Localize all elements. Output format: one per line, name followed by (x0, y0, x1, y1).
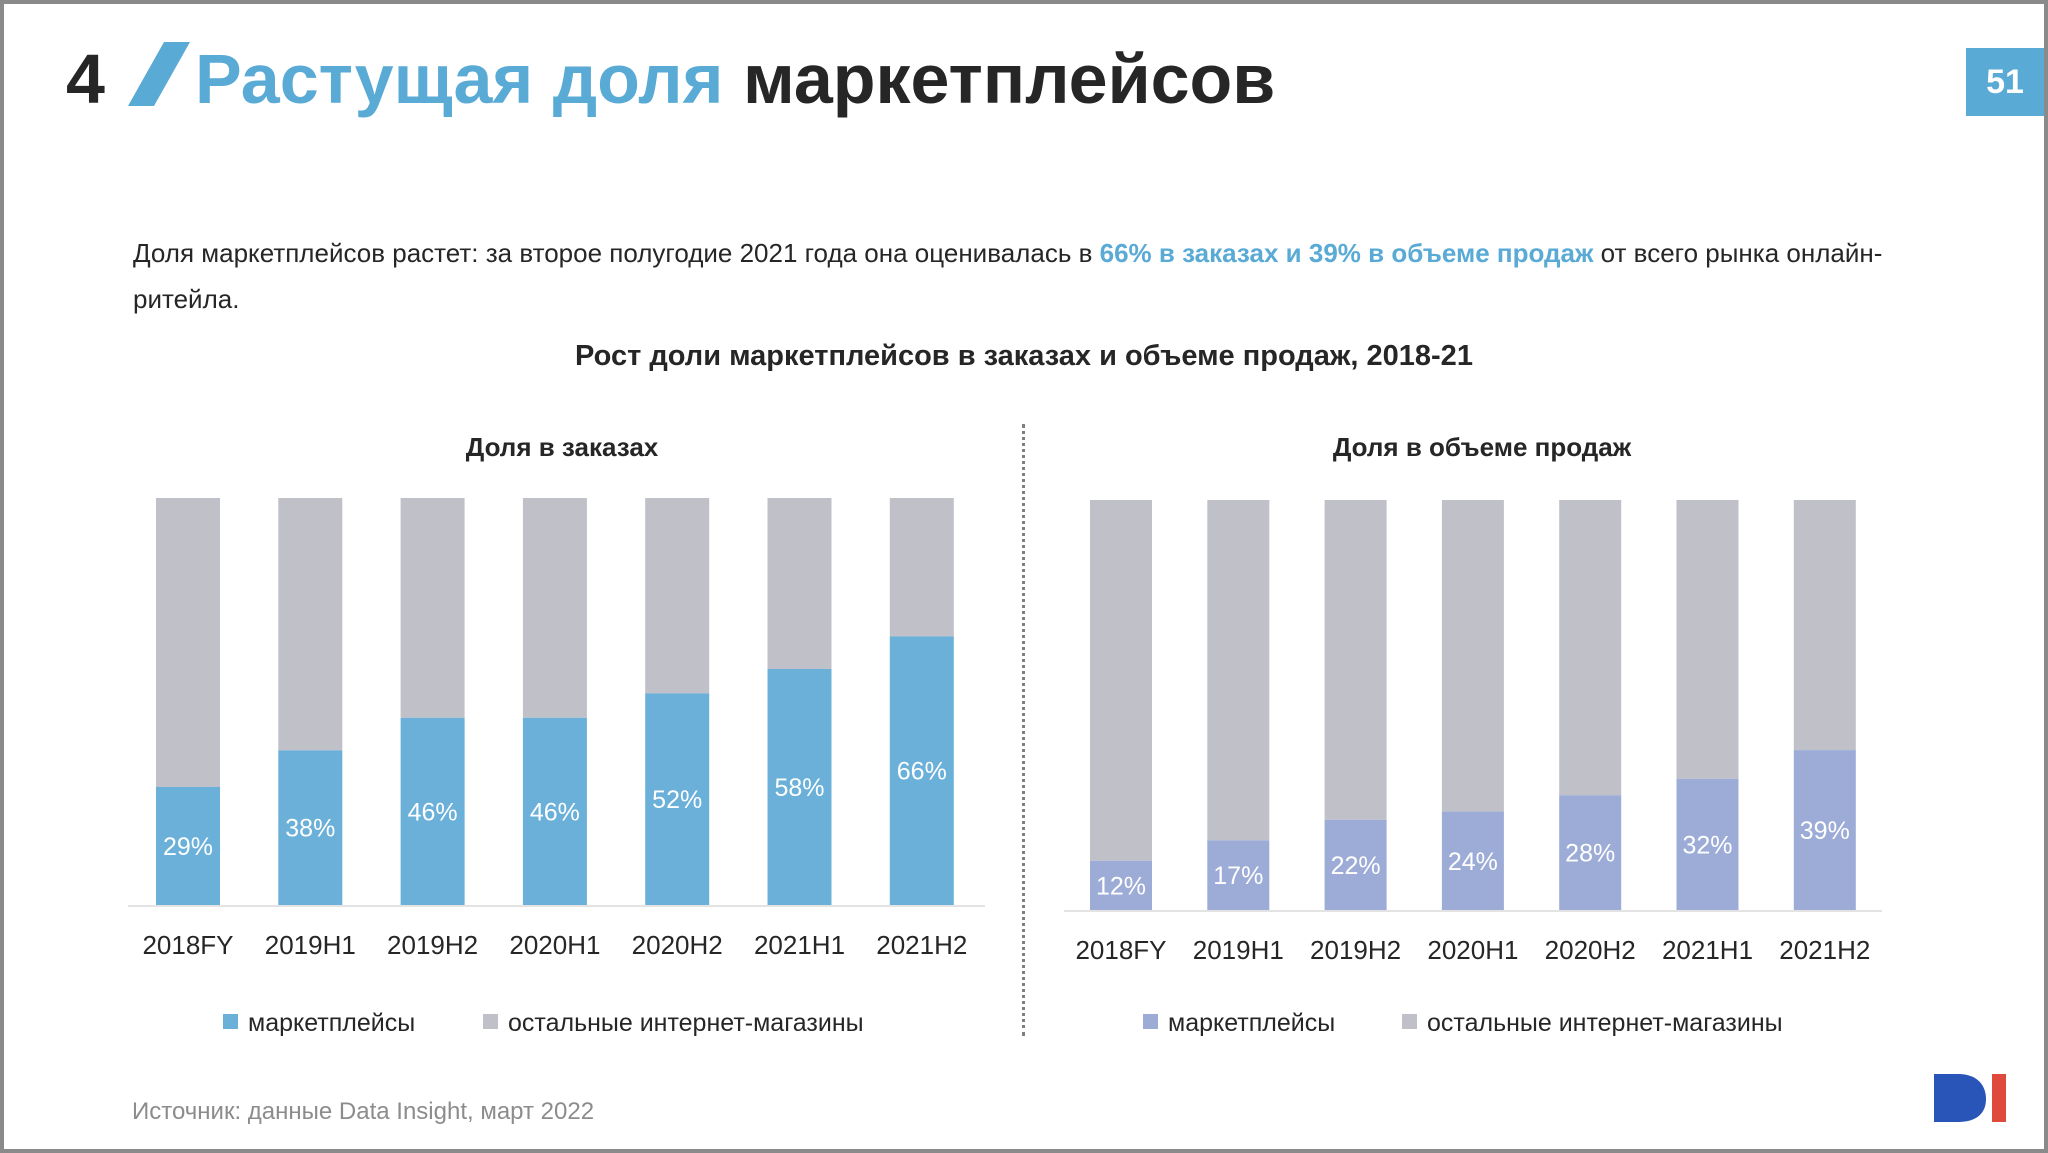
sales-chart-title: Доля в объеме продаж (1333, 432, 1632, 462)
orders-bar-marketplaces-2018FY (156, 786, 220, 905)
orders-bar-other-2019H2 (400, 498, 465, 718)
sales-bar-other-2021H2 (1793, 500, 1856, 751)
orders-chart-title: Доля в заказах (466, 432, 659, 462)
sales-legend-swatch-marketplaces (1143, 1014, 1158, 1029)
sales-tick-label: 2019H1 (1193, 935, 1284, 965)
sales-bar-marketplaces-2018FY (1090, 860, 1152, 910)
sales-bar-other-2019H2 (1324, 500, 1387, 820)
orders-tick-label: 2019H2 (387, 930, 478, 960)
sales-bar-marketplaces-2020H2 (1559, 795, 1622, 910)
orders-data-label: 46% (408, 798, 458, 826)
orders-bar-other-2020H2 (645, 498, 710, 694)
page-title-accent: Растущая доля (195, 40, 724, 118)
chart-main-title: Рост доли маркетплейсов в заказах и объе… (575, 340, 1473, 372)
orders-bar-other-2018FY (156, 498, 220, 787)
intro-text-start: Доля маркетплейсов растет: за второе пол… (133, 238, 1100, 268)
sales-bar-marketplaces-2019H2 (1324, 819, 1387, 910)
sales-bar-other-2020H2 (1559, 500, 1622, 796)
orders-tick-label: 2020H1 (509, 930, 600, 960)
orders-data-label: 46% (530, 798, 580, 826)
sales-bar-marketplaces-2020H1 (1441, 811, 1504, 910)
sales-data-label: 12% (1096, 872, 1146, 900)
slash-mark-icon (128, 42, 190, 106)
intro-highlight: 66% в заказах и 39% в объеме продаж (1099, 238, 1594, 268)
orders-bar-marketplaces-2019H2 (400, 717, 465, 905)
chart-divider (1022, 424, 1025, 1036)
intro-text-end: от всего рынка онлайн-ритейла. (133, 238, 1883, 314)
orders-tick-label: 2021H2 (876, 930, 967, 960)
sales-tick-label: 2019H2 (1310, 935, 1401, 965)
sales-bar-other-2021H1 (1676, 500, 1739, 779)
sales-tick-label: 2020H1 (1427, 935, 1518, 965)
orders-tick-label: 2021H1 (754, 930, 845, 960)
orders-bar-other-2021H2 (889, 498, 954, 637)
orders-bar-marketplaces-2019H1 (278, 750, 343, 905)
orders-tick-label: 2019H1 (265, 930, 356, 960)
sales-legend-label-marketplaces: маркетплейсы (1168, 1009, 1335, 1037)
sales-legend-swatch-other (1402, 1014, 1417, 1029)
sales-tick-label: 2021H2 (1779, 935, 1870, 965)
orders-data-label: 38% (285, 815, 335, 843)
orders-bar-marketplaces-2021H1 (767, 668, 832, 905)
sales-bar-other-2019H1 (1207, 500, 1270, 841)
sales-data-label: 28% (1565, 840, 1615, 868)
orders-data-label: 52% (652, 786, 702, 814)
orders-data-label: 29% (163, 833, 213, 861)
intro-paragraph: Доля маркетплейсов растет: за второе пол… (133, 230, 1933, 322)
sales-bar-marketplaces-2019H1 (1207, 840, 1270, 910)
sales-legend-label-other: остальные интернет-магазины (1427, 1009, 1783, 1037)
sales-data-label: 17% (1213, 862, 1263, 890)
orders-bar-other-2021H1 (767, 498, 832, 669)
orders-bar-other-2020H1 (522, 498, 587, 718)
page-number-badge: 51 (1966, 48, 2044, 116)
sales-bar-marketplaces-2021H2 (1793, 750, 1856, 910)
sales-tick-label: 2021H1 (1662, 935, 1753, 965)
orders-tick-label: 2020H2 (632, 930, 723, 960)
sales-bar-other-2018FY (1090, 500, 1152, 861)
sales-data-label: 39% (1800, 817, 1850, 845)
orders-data-label: 58% (774, 774, 824, 802)
sales-data-label: 32% (1682, 831, 1732, 859)
sales-data-label: 24% (1448, 848, 1498, 876)
sales-tick-label: 2020H2 (1545, 935, 1636, 965)
sales-tick-label: 2018FY (1075, 935, 1166, 965)
page-title-rest: маркетплейсов (742, 40, 1276, 118)
sales-data-label: 22% (1331, 852, 1381, 880)
sales-bar-other-2020H1 (1441, 500, 1504, 812)
orders-data-label: 66% (897, 758, 947, 786)
orders-tick-label: 2018FY (142, 930, 233, 960)
source-note: Источник: данные Data Insight, март 2022 (132, 1098, 595, 1125)
orders-bar-other-2019H1 (278, 498, 343, 751)
orders-bar-marketplaces-2020H2 (645, 693, 710, 905)
orders-legend-label-marketplaces: маркетплейсы (248, 1009, 415, 1037)
orders-legend-swatch-marketplaces (223, 1014, 238, 1029)
orders-bar-marketplaces-2021H2 (889, 636, 954, 905)
page-title: Растущая доля маркетплейсов (195, 38, 1275, 120)
orders-legend-label-other: остальные интернет-магазины (508, 1009, 864, 1037)
data-insight-logo-icon (1934, 1074, 2006, 1122)
section-number: 4 (66, 40, 105, 118)
orders-legend-swatch-other (483, 1014, 498, 1029)
orders-bar-marketplaces-2020H1 (522, 717, 587, 905)
sales-bar-marketplaces-2021H1 (1676, 778, 1739, 910)
